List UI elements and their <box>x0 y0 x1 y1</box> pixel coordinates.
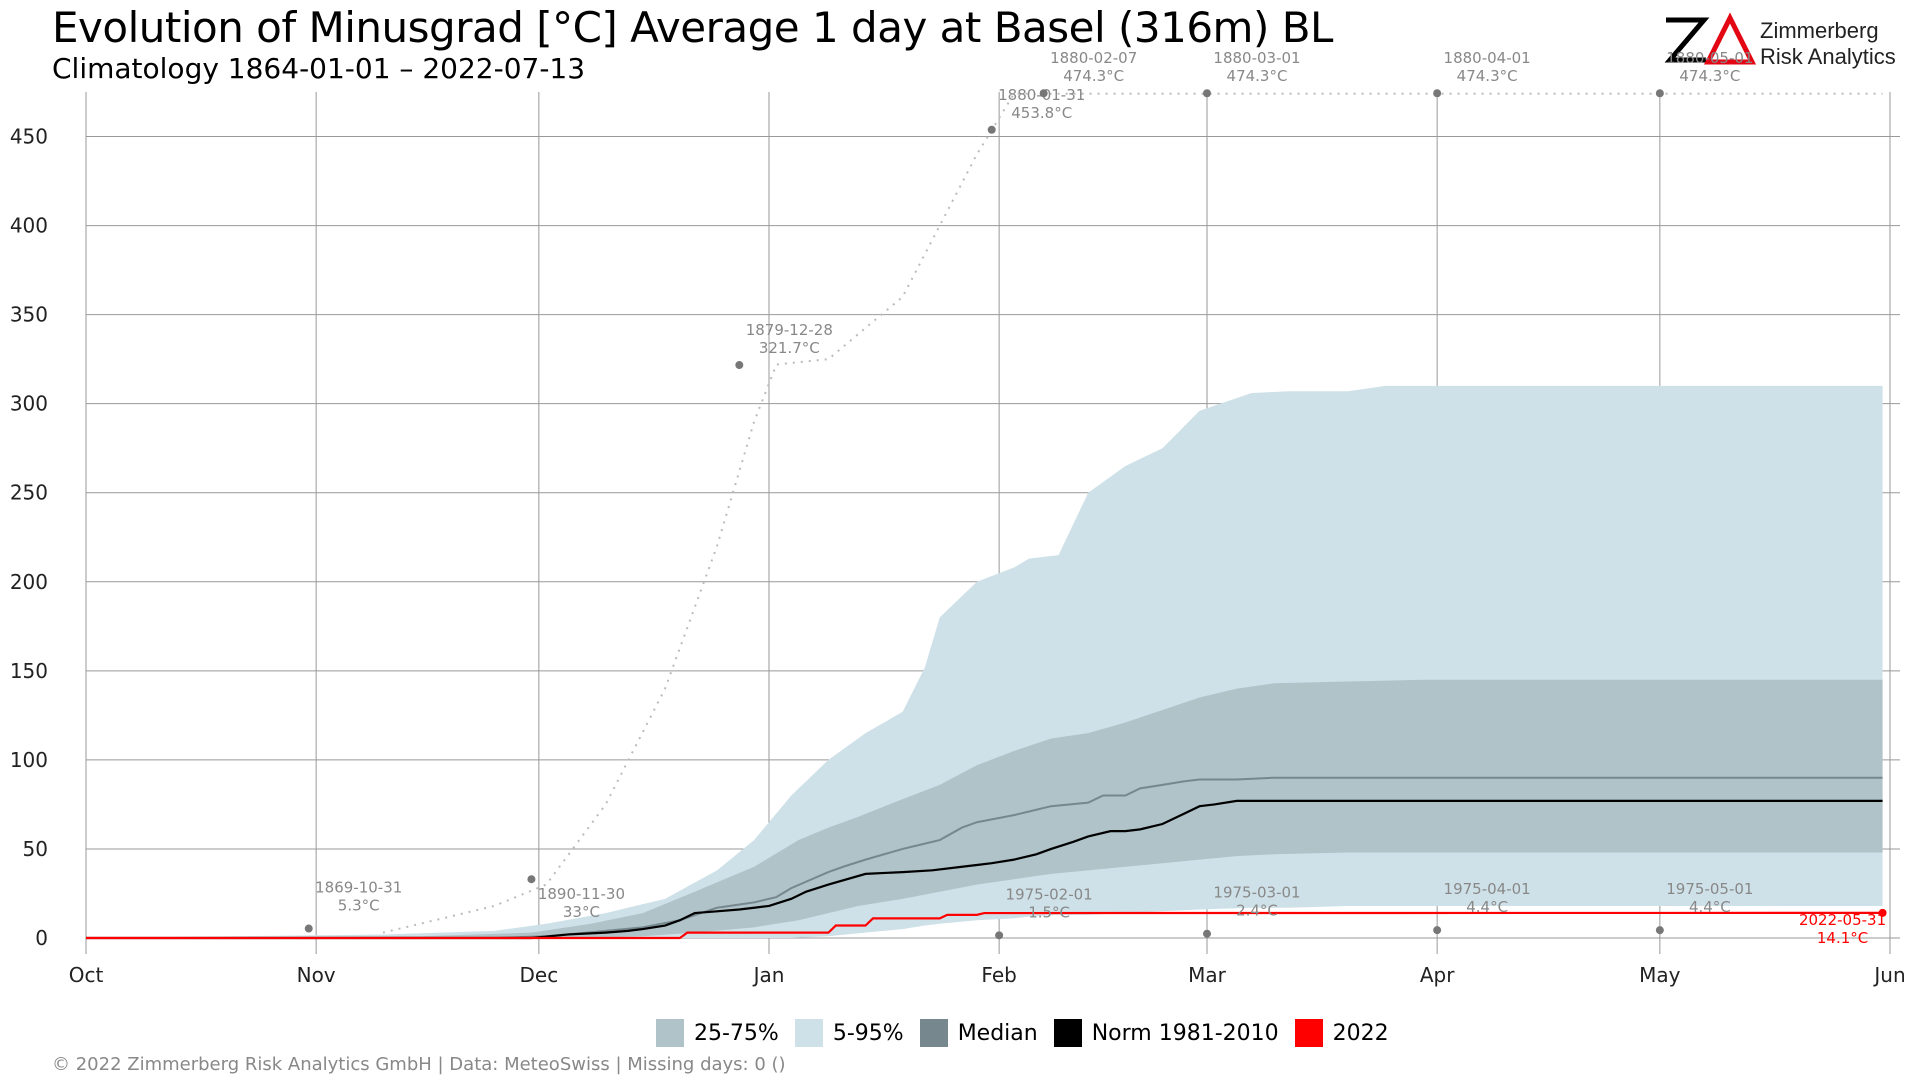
annotation-value: 474.3°C <box>1679 67 1740 85</box>
annotation-value: 474.3°C <box>1457 67 1518 85</box>
annotation-date: 1869-10-31 <box>315 879 402 897</box>
legend-label: 25-75% <box>694 1020 779 1046</box>
legend-swatch <box>794 1019 823 1047</box>
y-tick-label: 250 <box>10 481 48 505</box>
annotation-date: 1975-02-01 <box>1006 885 1093 903</box>
legend-label: 2022 <box>1332 1020 1389 1046</box>
annotation-value: 2.4°C <box>1236 902 1278 920</box>
annotation-point <box>527 875 536 884</box>
annotation-value: 4.4°C <box>1689 898 1731 916</box>
y-tick-label: 350 <box>10 303 48 327</box>
legend-swatch <box>919 1019 948 1047</box>
legend-item-median: Median <box>919 1019 1038 1047</box>
annotation-date: 1880-02-07 <box>1050 49 1137 67</box>
za-logo-icon <box>1664 12 1756 65</box>
annotation-date: 1880-04-01 <box>1444 49 1531 67</box>
legend-label: 5-95% <box>832 1020 904 1046</box>
legend-swatch <box>1294 1019 1323 1047</box>
annotation-value: 474.3°C <box>1063 67 1124 85</box>
annotation-value: 321.7°C <box>759 339 820 357</box>
annotation-point <box>1655 89 1664 98</box>
annotation-point <box>1878 908 1887 917</box>
x-tick-label: Feb <box>981 963 1016 987</box>
annotation-point <box>1655 926 1664 935</box>
x-tick-label: Jan <box>752 963 785 987</box>
annotation-value: 1.5°C <box>1028 903 1070 921</box>
annotation-date: 1880-05-01 <box>1666 49 1753 67</box>
series-line-norm-1981-2010 <box>86 799 1883 940</box>
bands <box>86 385 1883 939</box>
band-25-75% <box>86 679 1883 938</box>
chart-canvas: 0 50 100 150 200 250 300 350 400 450 Oct Nov Dec Jan F… <box>10 49 1906 987</box>
annotation-point <box>1433 926 1442 935</box>
annotation-date: 1880-03-01 <box>1213 49 1300 67</box>
annotation-value: 4.4°C <box>1466 898 1508 916</box>
y-tick-label: 300 <box>10 392 48 416</box>
x-tick-label: Oct <box>69 963 104 987</box>
legend-item-2022: 2022 <box>1294 1019 1389 1047</box>
annotation-date: 1879-12-28 <box>746 321 833 339</box>
annotation-point <box>735 361 744 370</box>
annotation-date: 1975-04-01 <box>1444 880 1531 898</box>
y-tick-label: 150 <box>10 659 48 683</box>
annotation-value: 33°C <box>563 903 600 921</box>
annotation-date: 1890-11-30 <box>538 885 625 903</box>
annotation-point <box>1039 89 1048 98</box>
legend-label: Norm 1981-2010 <box>1091 1020 1279 1046</box>
legend: 25-75% 5-95% Median Norm 1981-2010 2022 <box>656 1018 1405 1048</box>
legend-item-5-95: 5-95% <box>794 1019 904 1047</box>
y-tick-label: 450 <box>10 125 48 149</box>
y-tick-label: 200 <box>10 570 48 594</box>
logo-name-line1: Zimmerberg <box>1760 18 1879 43</box>
legend-swatch <box>1053 1019 1082 1047</box>
y-tick-label: 400 <box>10 214 48 238</box>
annotation-point <box>1433 89 1442 98</box>
annotation-date: 2022-05-31 <box>1799 911 1886 929</box>
x-tick-label: Dec <box>520 963 559 987</box>
y-tick-label: 0 <box>35 926 48 950</box>
annotation-value: 5.3°C <box>338 897 380 915</box>
x-tick-label: Mar <box>1188 963 1227 987</box>
annotation-date: 1975-03-01 <box>1213 884 1300 902</box>
x-tick-label: May <box>1639 963 1681 987</box>
legend-item-25-75: 25-75% <box>656 1019 779 1047</box>
annotation-value: 14.1°C <box>1817 929 1868 947</box>
x-tick-label: Apr <box>1420 963 1455 987</box>
legend-label: Median <box>957 1020 1038 1046</box>
series-lines <box>86 776 1883 940</box>
chart-subtitle: Climatology 1864-01-01 – 2022-07-13 <box>52 52 586 85</box>
annotation-value: 474.3°C <box>1227 67 1288 85</box>
axis-labels: 0 50 100 150 200 250 300 350 400 450 Oct Nov Dec Jan F… <box>10 125 1906 987</box>
annotation-value: 453.8°C <box>1011 104 1072 122</box>
annotation-point <box>1203 929 1212 938</box>
y-tick-label: 100 <box>10 748 48 772</box>
x-tick-label: Jun <box>1872 963 1905 987</box>
x-tick-label: Nov <box>297 963 336 987</box>
footer-credits: © 2022 Zimmerberg Risk Analytics GmbH | … <box>52 1054 786 1075</box>
chart-title: Evolution of Minusgrad [°C] Average 1 da… <box>52 3 1333 52</box>
annotation-date: 1975-05-01 <box>1666 880 1753 898</box>
company-logo: Zimmerberg Risk Analytics <box>1660 10 1900 72</box>
annotation-point <box>1203 89 1212 98</box>
series-line-2022 <box>86 911 1883 940</box>
logo-name-line2: Risk Analytics <box>1760 44 1896 69</box>
y-tick-label: 50 <box>23 837 48 861</box>
annotation-point <box>304 924 313 933</box>
annotation-point <box>995 931 1004 940</box>
annotation-point <box>987 125 996 134</box>
legend-item-norm: Norm 1981-2010 <box>1053 1019 1279 1047</box>
legend-swatch <box>656 1019 684 1047</box>
